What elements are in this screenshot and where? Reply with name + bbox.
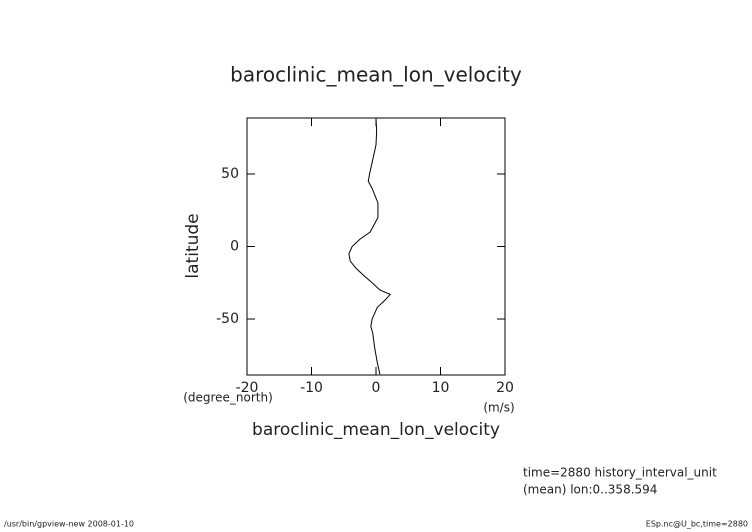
y-axis-label: latitude [183, 213, 203, 278]
data-line [348, 118, 392, 375]
x-tick-label: -10 [300, 380, 323, 396]
footer-left: /usr/bin/gpview-new 2008-01-10 [4, 520, 134, 529]
footer-right: ESp.nc@U_bc,time=2880 [646, 520, 748, 529]
x-units: (m/s) [483, 401, 514, 415]
y-tick-label: -50 [216, 311, 239, 327]
x-tick-label: -20 [236, 380, 259, 396]
y-units: (degree_north) [183, 391, 273, 405]
annotation: (mean) lon:0..358.594 [523, 483, 657, 497]
y-tick-label: 0 [230, 239, 239, 255]
x-axis-label: baroclinic_mean_lon_velocity [252, 420, 500, 440]
x-tick-label: 0 [372, 380, 381, 396]
plot-frame [246, 117, 506, 376]
x-tick-label: 10 [432, 380, 450, 396]
annotation: time=2880 history_interval_unit [523, 466, 717, 480]
x-tick-label: 20 [496, 380, 514, 396]
y-tick-label: 50 [221, 166, 239, 182]
chart-title: baroclinic_mean_lon_velocity [230, 63, 522, 87]
